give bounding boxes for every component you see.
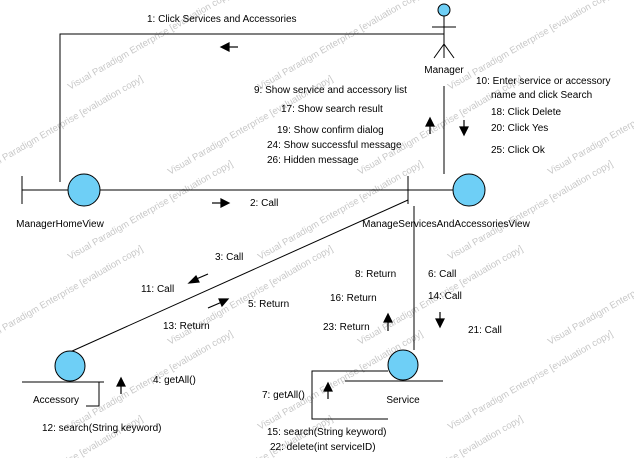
watermark-text: Visual Paradigm Enterprise [evaluation c…	[66, 329, 235, 433]
msg-2: 2: Call	[250, 198, 278, 209]
msg-15: 15: search(String keyword)	[267, 427, 387, 438]
msg-10a: 10: Enter service or accessory	[476, 76, 611, 87]
msg-16: 16: Return	[330, 293, 377, 304]
msg-7: 7: getAll()	[262, 390, 305, 401]
msg-20: 20: Click Yes	[491, 123, 548, 134]
msg-9: 9: Show service and accessory list	[254, 85, 407, 96]
msg-17: 17: Show search result	[281, 104, 383, 115]
msg-13: 13: Return	[163, 321, 210, 332]
manager-actor-body	[432, 16, 456, 59]
msg-3: 3: Call	[215, 252, 243, 263]
msg-26: 26: Hidden message	[267, 155, 359, 166]
msg-25: 25: Click Ok	[491, 145, 546, 156]
link-home-manager	[59, 33, 445, 182]
manager-actor[interactable]	[432, 3, 456, 59]
manager-home-view-boundary[interactable]	[21, 173, 101, 207]
association-lines	[59, 33, 453, 420]
msg-22: 22: delete(int serviceID)	[270, 442, 376, 453]
arrow-down-icon	[459, 120, 469, 137]
msg-4: 4: getAll()	[153, 375, 196, 386]
manager-label: Manager	[424, 65, 464, 76]
arrow-up-icon	[116, 376, 126, 394]
msg-19: 19: Show confirm dialog	[277, 125, 384, 136]
arrow-up-icon	[323, 381, 333, 399]
message-labels: 1: Click Services and Accessories 2: Cal…	[42, 14, 611, 453]
watermark-text: Visual Paradigm Enterprise [evaluation c…	[546, 414, 634, 458]
self-link-accessory	[86, 381, 100, 407]
arrow-up-icon	[425, 116, 435, 134]
manage-view-boundary[interactable]	[407, 173, 486, 207]
boundary-circle-icon	[67, 173, 101, 207]
self-link-service	[311, 370, 388, 420]
boundary-circle-icon	[452, 173, 486, 207]
msg-10b: name and click Search	[491, 90, 592, 101]
arrow-right-icon	[212, 198, 231, 208]
watermark-text: Visual Paradigm Enterprise [evaluation c…	[66, 159, 235, 263]
boundary-marker-icon	[407, 176, 453, 204]
manager-actor-head	[437, 3, 451, 17]
accessory-label: Accessory	[33, 395, 79, 406]
watermark-text: Visual Paradigm Enterprise [evaluation c…	[446, 329, 615, 433]
service-label: Service	[386, 395, 420, 406]
arrow-down-left-icon	[187, 273, 209, 284]
manage-view-label: ManageServicesAndAccessoriesView	[362, 219, 530, 230]
boundary-marker-icon	[21, 176, 68, 204]
arrow-up-right-icon	[207, 298, 230, 309]
watermark-text: Visual Paradigm Enterprise [evaluation c…	[256, 159, 425, 263]
arrow-left-icon	[219, 42, 238, 52]
accessory-entity[interactable]	[22, 350, 104, 383]
msg-1: 1: Click Services and Accessories	[147, 14, 297, 25]
msg-23: 23: Return	[323, 322, 370, 333]
link-manage-accessory	[69, 199, 409, 353]
msg-18: 18: Click Delete	[491, 107, 561, 118]
watermark-text: Visual Paradigm Enterprise [evaluation c…	[546, 244, 634, 348]
manager-home-view-label: ManagerHomeView	[16, 219, 104, 230]
msg-8: 8: Return	[355, 269, 396, 280]
msg-12: 12: search(String keyword)	[42, 423, 162, 434]
msg-14: 14: Call	[428, 291, 462, 302]
msg-11: 11: Call	[141, 284, 174, 295]
entity-circle-icon	[387, 349, 419, 381]
message-arrows	[116, 42, 469, 399]
msg-6: 6: Call	[428, 269, 456, 280]
service-entity[interactable]	[345, 349, 443, 382]
msg-24: 24: Show successful message	[267, 140, 402, 151]
entity-circle-icon	[54, 350, 86, 382]
msg-5: 5: Return	[248, 299, 289, 310]
watermark-text: Visual Paradigm Enterprise [evaluation c…	[166, 244, 335, 348]
arrow-up-icon	[383, 312, 393, 331]
msg-21: 21: Call	[468, 325, 502, 336]
arrow-down-icon	[435, 312, 445, 329]
